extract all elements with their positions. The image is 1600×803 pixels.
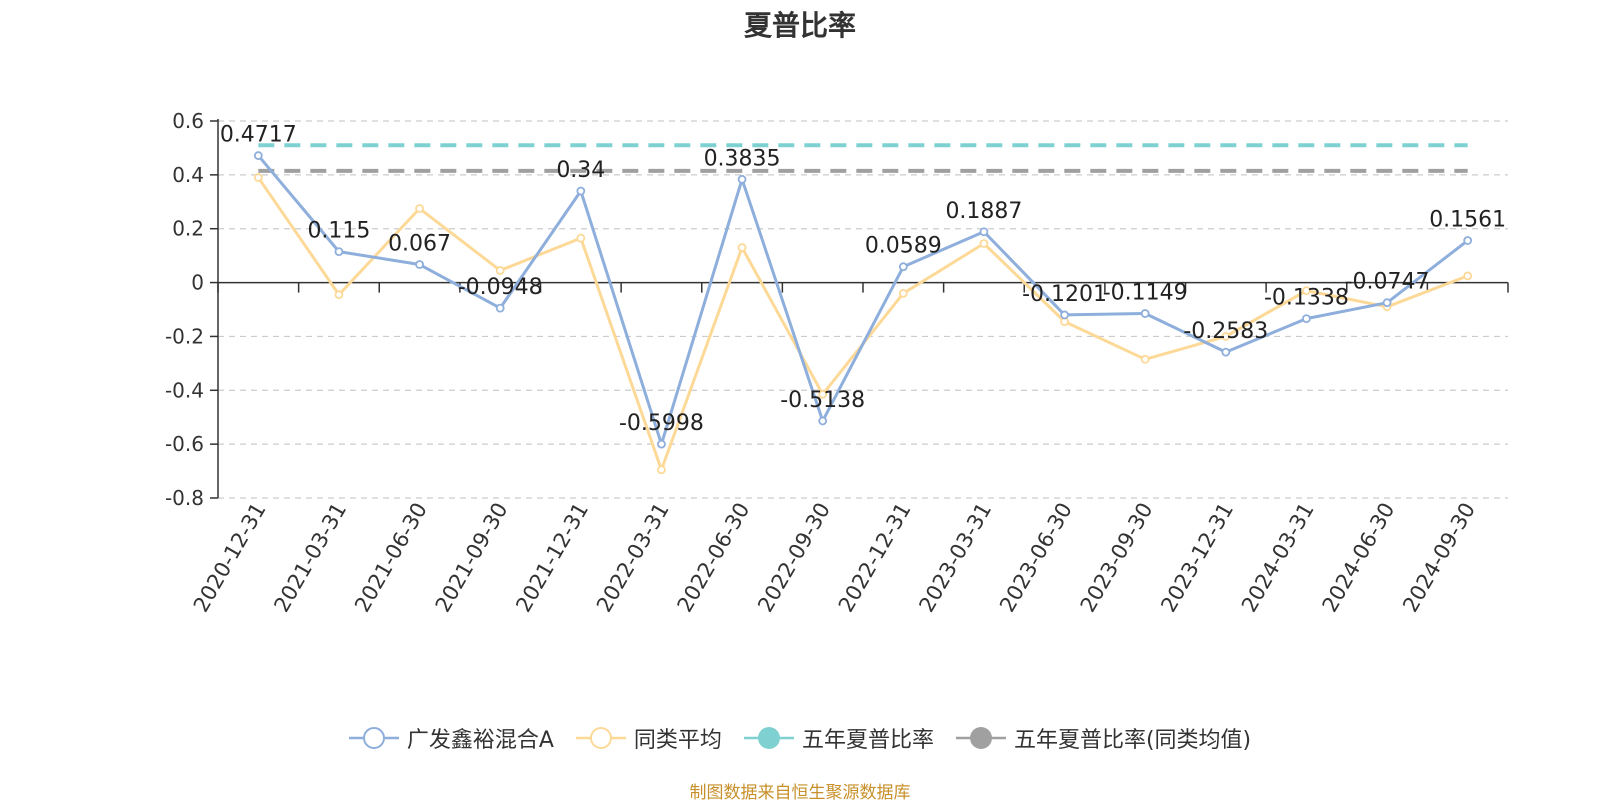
x-tick-label: 2022-03-31: [592, 499, 674, 617]
x-tick-label: 2024-06-30: [1318, 499, 1400, 617]
legend-item-five-year-sharpe-peer[interactable]: 五年夏普比率(同类均值): [955, 722, 1252, 754]
legend-peer-average-label: 同类平均: [633, 728, 722, 753]
legend-fund-icon: [348, 727, 399, 749]
x-tick-label: 2023-12-31: [1156, 499, 1238, 617]
x-tick-label: 2021-06-30: [350, 499, 432, 617]
data-label: -0.2583: [1183, 319, 1268, 344]
fund-point: [979, 227, 989, 237]
fund-point: [898, 262, 908, 272]
peer-average-point: [334, 290, 344, 300]
y-tick-label: -0.2: [165, 324, 204, 348]
y-tick-label: -0.6: [165, 432, 204, 456]
data-label: 0.4717: [220, 123, 297, 148]
x-tick-label: 2023-09-30: [1076, 499, 1158, 617]
x-tick-label: 2024-09-30: [1398, 499, 1480, 617]
legend-peer-average-icon: [575, 727, 626, 749]
fund-point: [657, 439, 666, 449]
data-label: -0.0747: [1345, 270, 1430, 295]
chart-title: 夏普比率: [743, 9, 856, 42]
data-label: -0.5998: [619, 411, 704, 436]
peer-average-point: [1302, 286, 1311, 296]
y-tick-label: 0.6: [172, 109, 204, 133]
data-label: -0.5138: [780, 388, 865, 413]
peer-average-point: [253, 173, 263, 182]
fund-point: [415, 260, 424, 269]
fund-point: [253, 151, 263, 160]
y-tick-label: 0: [191, 271, 204, 295]
legend-five-year-sharpe-peer-label: 五年夏普比率(同类均值): [1013, 728, 1252, 753]
legend: 广发鑫裕混合A 同类平均 五年夏普比率 五年夏普比率(同类均值): [0, 722, 1600, 754]
peer-average-point: [818, 389, 828, 399]
fund-point: [818, 416, 828, 426]
y-tick-label: 0.4: [172, 163, 204, 187]
x-tick-label: 2021-09-30: [431, 499, 513, 617]
legend-fund-label: 广发鑫裕混合A: [406, 728, 554, 753]
peer-average-point: [1463, 271, 1473, 281]
fund-series-line: [257, 154, 1469, 446]
legend-five-year-sharpe-label: 五年夏普比率: [801, 728, 934, 753]
y-tick-label: -0.4: [165, 378, 204, 402]
legend-five-year-sharpe-peer-icon: [955, 727, 1006, 749]
data-label: -0.1201: [1022, 282, 1107, 307]
legend-item-fund[interactable]: 广发鑫裕混合A: [348, 722, 554, 754]
data-label: 0.34: [556, 158, 605, 183]
peer-average-point: [415, 204, 424, 213]
fund-point: [334, 247, 344, 257]
fund-point: [1463, 236, 1473, 245]
y-tick-label: 0.2: [172, 217, 204, 241]
data-label: 0.1887: [945, 199, 1022, 224]
peer-average-point: [576, 233, 586, 243]
data-label: 0.1561: [1429, 208, 1506, 233]
data-label: -0.0948: [458, 275, 543, 300]
legend-item-five-year-sharpe[interactable]: 五年夏普比率: [743, 722, 934, 754]
x-tick-label: 2022-12-31: [834, 499, 916, 617]
data-label: -0.1149: [1103, 281, 1188, 306]
peer-average-point: [495, 266, 505, 275]
x-tick-label: 2023-03-31: [914, 499, 996, 617]
fund-point: [1221, 347, 1231, 357]
x-tick-label: 2022-09-30: [753, 499, 835, 617]
peer-average-point: [1140, 354, 1150, 364]
x-tick-label: 2021-03-31: [269, 499, 351, 617]
x-tick-label: 2023-06-30: [995, 499, 1077, 617]
legend-five-year-sharpe-icon: [743, 727, 794, 749]
data-label: 0.0589: [865, 234, 942, 259]
fund-point: [1060, 310, 1069, 320]
data-label: 0.067: [388, 232, 451, 257]
fund-point: [737, 174, 747, 184]
fund-point: [1302, 314, 1311, 324]
x-tick-label: 2022-06-30: [673, 499, 755, 617]
peer-average-point: [657, 465, 666, 475]
fund-point: [495, 303, 505, 313]
peer-average-point: [898, 288, 908, 298]
x-tick-label: 2020-12-31: [189, 499, 271, 617]
x-tick-label: 2024-03-31: [1237, 499, 1319, 617]
source-note: 制图数据来自恒生聚源数据库: [689, 783, 911, 803]
peer-average-point: [979, 239, 989, 248]
peer-average-series-line: [257, 176, 1469, 472]
fund-point: [1382, 298, 1392, 308]
data-label: 0.3835: [704, 146, 781, 171]
data-label: -0.1338: [1264, 286, 1349, 311]
y-tick-label: -0.8: [165, 486, 204, 510]
data-label: 0.115: [307, 219, 370, 244]
fund-point: [576, 186, 586, 196]
peer-average-point: [737, 243, 747, 252]
fund-point: [1140, 309, 1150, 318]
legend-item-peer-average[interactable]: 同类平均: [575, 722, 722, 754]
x-tick-label: 2021-12-31: [511, 499, 593, 617]
peer-average-point: [1221, 332, 1231, 341]
